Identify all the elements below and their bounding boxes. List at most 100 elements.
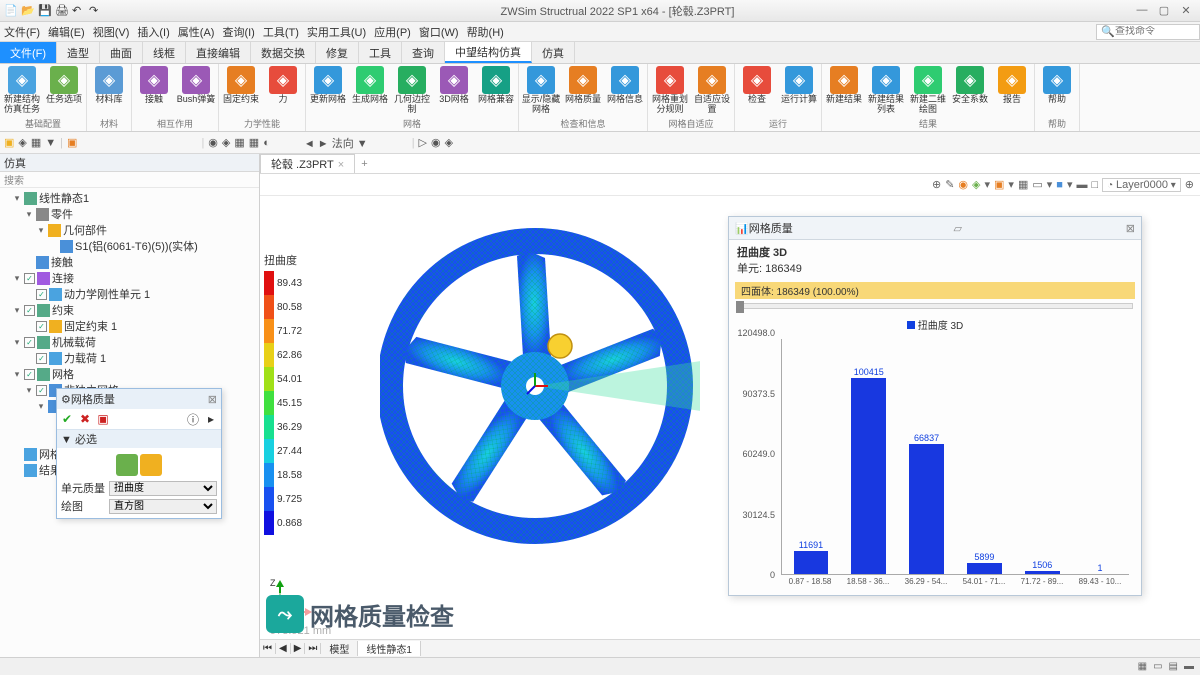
menu-item[interactable]: 工具(T) — [263, 24, 299, 40]
tree-checkbox[interactable]: ✓ — [24, 337, 35, 348]
tree-twisty-icon[interactable]: ▾ — [12, 193, 22, 204]
close-tab-icon[interactable]: × — [338, 159, 344, 171]
tree-node[interactable]: ▾零件 — [2, 206, 257, 222]
add-tab-icon[interactable]: + — [355, 158, 373, 170]
tree-twisty-icon[interactable]: ▾ — [12, 273, 22, 284]
nav-prev-icon[interactable]: ◀ — [276, 643, 291, 654]
vp-icon[interactable]: ◉ — [958, 178, 968, 191]
tool-icon[interactable]: ◈ — [222, 136, 230, 149]
tree-twisty-icon[interactable]: ▾ — [36, 225, 46, 236]
tool-icon[interactable]: ▣ — [4, 136, 14, 149]
ok-icon[interactable]: ✔ — [59, 411, 75, 427]
tool-icon[interactable]: ◐ — [263, 137, 270, 149]
ribbon-button[interactable]: ◈新建二维绘图 — [908, 66, 948, 116]
ribbon-tab[interactable]: 仿真 — [532, 42, 575, 63]
tool-icon[interactable]: ◈ — [18, 136, 26, 149]
tree-node[interactable]: ✓力载荷 1 — [2, 350, 257, 366]
restore-icon[interactable]: ▱ — [953, 222, 961, 235]
ribbon-button[interactable]: ◈帮助 — [1037, 66, 1077, 116]
ribbon-button[interactable]: ◈网格质量 — [563, 66, 603, 116]
unit-quality-select[interactable]: 扭曲度 — [109, 481, 217, 496]
menu-item[interactable]: 窗口(W) — [419, 24, 459, 40]
ribbon-tab[interactable]: 线框 — [143, 42, 186, 63]
vp-icon[interactable]: ■ — [1056, 179, 1063, 191]
tool-icon[interactable]: ◉ — [208, 136, 218, 149]
ribbon-button[interactable]: ◈网格兼容 — [476, 66, 516, 116]
tool-icon[interactable]: ▦ — [249, 136, 259, 149]
view-tab[interactable]: 模型 — [321, 641, 358, 656]
tree-checkbox[interactable]: ✓ — [24, 369, 35, 380]
menu-item[interactable]: 帮助(H) — [467, 24, 504, 40]
ribbon-button[interactable]: ◈检查 — [737, 66, 777, 116]
qat-icon[interactable]: ↶ — [72, 4, 86, 18]
tree-node[interactable]: ✓动力学刚性单元 1 — [2, 286, 257, 302]
ribbon-tab[interactable]: 查询 — [402, 42, 445, 63]
status-icon[interactable]: ▦ — [1138, 661, 1147, 672]
tree-search[interactable]: 搜索 — [0, 172, 259, 188]
vp-icon[interactable]: ⊕ — [1185, 178, 1194, 191]
tree-twisty-icon[interactable]: ▾ — [12, 337, 22, 348]
vp-icon[interactable]: ✎ — [945, 178, 954, 191]
ribbon-tab[interactable]: 工具 — [359, 42, 402, 63]
tree-node[interactable]: ▾✓网格 — [2, 366, 257, 382]
vp-icon[interactable]: ▭ — [1032, 178, 1042, 191]
menu-item[interactable]: 实用工具(U) — [307, 24, 366, 40]
ribbon-button[interactable]: ◈任务选项 — [44, 66, 84, 116]
ribbon-tab[interactable]: 修复 — [316, 42, 359, 63]
ribbon-tab[interactable]: 曲面 — [100, 42, 143, 63]
ribbon-button[interactable]: ◈自适应设置 — [692, 66, 732, 116]
vp-icon[interactable]: ⊕ — [932, 178, 941, 191]
vp-icon[interactable]: ◈ — [972, 178, 980, 191]
tool-icon[interactable]: ▷ — [419, 136, 427, 149]
menu-item[interactable]: 应用(P) — [374, 24, 411, 40]
status-icon[interactable]: ▬ — [1184, 661, 1194, 672]
qat-icon[interactable]: 📂 — [21, 4, 35, 18]
tree-node[interactable]: S1(铝(6061-T6)(5))(实体) — [2, 238, 257, 254]
ribbon-tab[interactable]: 直接编辑 — [186, 42, 251, 63]
tree-checkbox[interactable]: ✓ — [36, 321, 47, 332]
tool-icon[interactable]: ▦ — [234, 136, 244, 149]
tool-icon[interactable]: ◉ — [431, 136, 441, 149]
menu-item[interactable]: 查询(I) — [222, 24, 254, 40]
ribbon-button[interactable]: ◈报告 — [992, 66, 1032, 116]
tree-checkbox[interactable]: ✓ — [36, 385, 47, 396]
vp-icon[interactable]: □ — [1091, 179, 1098, 191]
ribbon-button[interactable]: ◈生成网格 — [350, 66, 390, 116]
tree-twisty-icon[interactable]: ▾ — [36, 401, 46, 412]
qat-icon[interactable]: ↷ — [89, 4, 103, 18]
ribbon-tab[interactable]: 中望结构仿真 — [445, 42, 532, 63]
ribbon-button[interactable]: ◈显示/隐藏网格 — [521, 66, 561, 116]
mesh-icon[interactable] — [116, 454, 138, 476]
ribbon-button[interactable]: ◈材料库 — [89, 66, 129, 116]
tool-icon[interactable]: ▣ — [67, 136, 77, 149]
close-icon[interactable]: ⊠ — [1126, 222, 1135, 235]
close-icon[interactable]: ✕ — [1176, 4, 1196, 17]
tree-node[interactable]: ▾线性静态1 — [2, 190, 257, 206]
file-tab[interactable]: 文件(F) — [0, 42, 57, 63]
ribbon-button[interactable]: ◈新建结果列表 — [866, 66, 906, 116]
qat-icon[interactable]: 💾 — [38, 4, 52, 18]
menu-item[interactable]: 属性(A) — [178, 24, 215, 40]
tool-icon[interactable]: ▦ — [31, 136, 41, 149]
vp-icon[interactable]: ▣ — [994, 178, 1004, 191]
close-icon[interactable]: ⊠ — [208, 393, 217, 406]
ribbon-button[interactable]: ◈更新网格 — [308, 66, 348, 116]
ribbon-button[interactable]: ◈几何边控制 — [392, 66, 432, 116]
canvas-3d[interactable]: 扭曲度 89.4380.5871.7262.8654.0145.1536.292… — [260, 196, 1200, 657]
ribbon-tab[interactable]: 数据交换 — [251, 42, 316, 63]
help-icon[interactable]: ▸ — [203, 411, 219, 427]
nav-next-icon[interactable]: ▶ — [291, 643, 306, 654]
status-icon[interactable]: ▭ — [1153, 661, 1162, 672]
status-icon[interactable]: ▤ — [1169, 661, 1178, 672]
tree-twisty-icon[interactable]: ▾ — [12, 369, 22, 380]
nav-first-icon[interactable]: ⏮ — [260, 643, 276, 654]
tree-checkbox[interactable]: ✓ — [36, 289, 47, 300]
tree-checkbox[interactable]: ✓ — [24, 273, 35, 284]
ribbon-button[interactable]: ◈接触 — [134, 66, 174, 116]
ribbon-button[interactable]: ◈新建结构仿真任务 — [2, 66, 42, 116]
layer-select[interactable]: ◔ Layer0000 ▾ — [1102, 178, 1181, 192]
vp-icon[interactable]: ▬ — [1076, 179, 1087, 191]
menu-item[interactable]: 文件(F) — [4, 24, 40, 40]
tool-icon[interactable]: ▼ — [45, 137, 56, 149]
range-slider[interactable] — [737, 303, 1133, 309]
